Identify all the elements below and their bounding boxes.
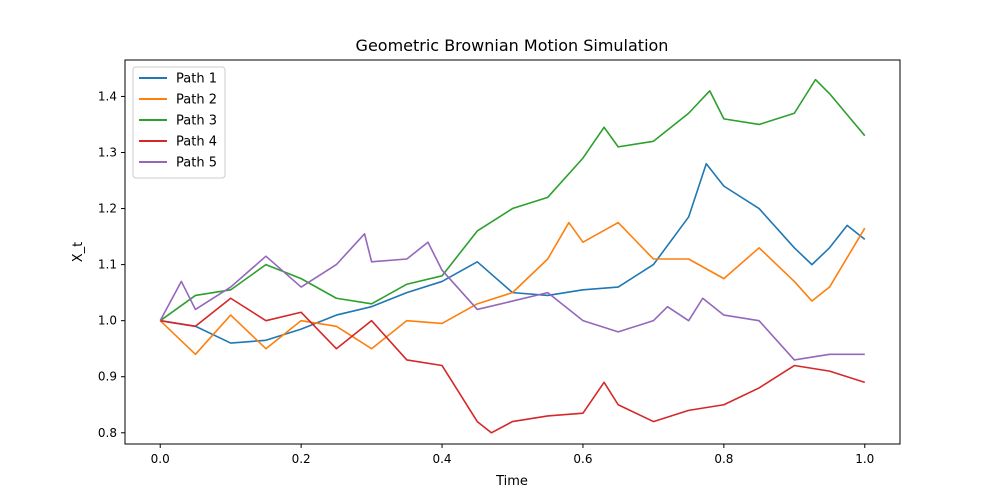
x-axis: 0.0 0.2 0.4 0.6 0.8 1.0 (151, 444, 874, 466)
y-axis: 0.8 0.9 1.0 1.1 1.2 1.3 1.4 (98, 89, 125, 440)
series-line-path-2 (159, 221, 866, 356)
x-axis-label: Time (495, 474, 528, 489)
y-tick-label: 1.4 (98, 89, 117, 103)
y-tick-label: 1.1 (98, 258, 117, 272)
x-tick-label: 1.0 (855, 452, 874, 466)
legend: Path 1 Path 2 Path 3 Path 4 Path 5 (132, 66, 226, 179)
plot-area (159, 78, 866, 434)
legend-box (132, 66, 226, 179)
x-tick-label: 0.4 (432, 452, 451, 466)
chart-title: Geometric Brownian Motion Simulation (356, 36, 669, 55)
legend-label-5: Path 5 (176, 156, 217, 171)
series-line-path-3 (159, 78, 866, 322)
y-tick-label: 1.2 (98, 202, 117, 216)
legend-label-2: Path 2 (176, 93, 217, 108)
axes-frame (124, 59, 901, 445)
series-line-path-1 (160, 162, 866, 344)
x-tick-label: 0.0 (151, 452, 170, 466)
x-tick-label: 0.6 (573, 452, 592, 466)
x-tick-label: 0.2 (292, 452, 311, 466)
y-tick-label: 0.9 (98, 370, 117, 384)
y-tick-label: 1.3 (98, 145, 117, 159)
y-tick-label: 1.0 (98, 314, 117, 328)
y-axis-label: X_t (71, 242, 86, 263)
legend-label-1: Path 1 (176, 72, 217, 87)
series-line-path-5 (159, 232, 865, 361)
x-tick-label: 0.8 (714, 452, 733, 466)
legend-label-4: Path 4 (176, 135, 217, 150)
series-line-path-4 (160, 297, 866, 434)
y-tick-label: 0.8 (98, 426, 117, 440)
legend-label-3: Path 3 (176, 114, 217, 129)
